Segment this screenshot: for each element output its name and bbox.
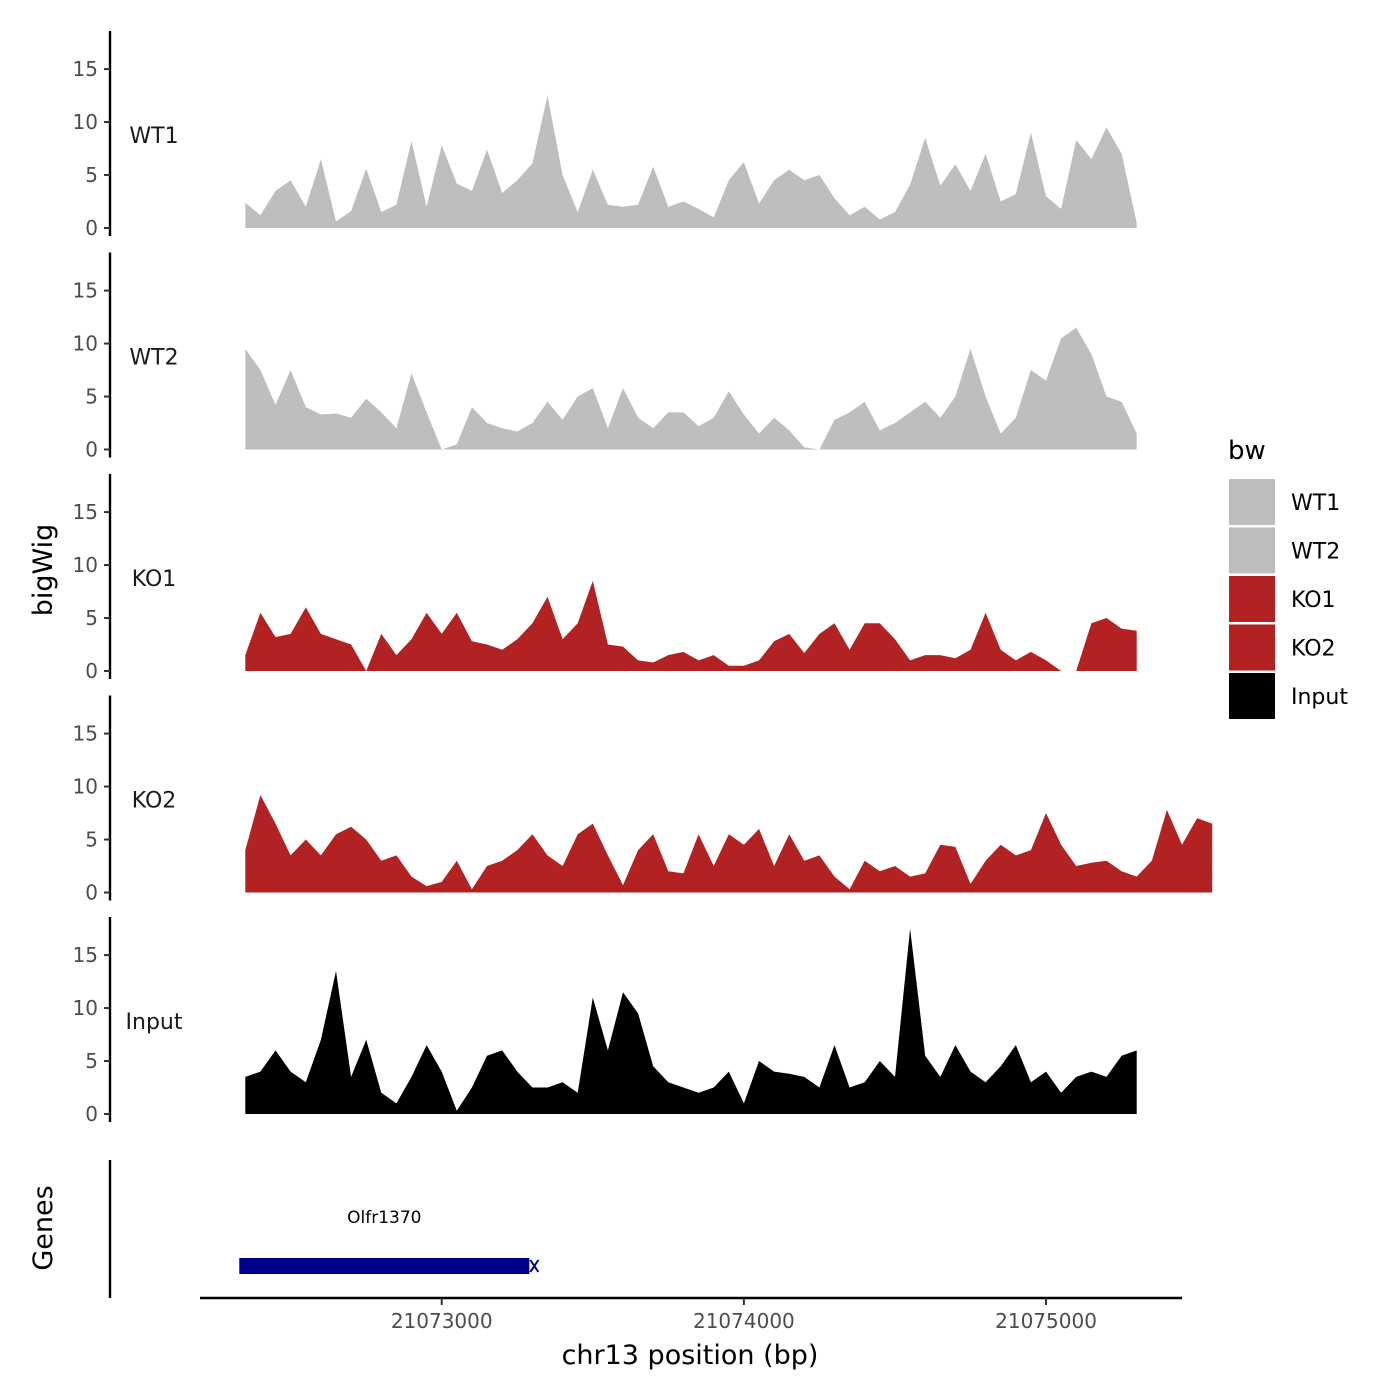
gene-body	[239, 1258, 530, 1274]
genes-axis-title: Genes	[28, 1185, 59, 1270]
track-label: KO1	[132, 567, 177, 592]
legend-swatch-wt1	[1229, 479, 1275, 525]
x-axis: 21073000 21074000 21075000	[200, 1296, 1182, 1333]
legend-title: bw	[1228, 436, 1266, 466]
y-tick-label: 10	[73, 553, 98, 577]
legend-swatch-input	[1229, 673, 1275, 719]
x-tick-label: 21075000	[995, 1309, 1097, 1333]
track-input: 0 5 10 15 Input	[73, 917, 1137, 1126]
y-tick-label: 15	[73, 943, 98, 967]
track-wt1: 0 5 10 15 WT1	[73, 31, 1137, 240]
signal-area-wt2	[245, 327, 1137, 450]
x-axis-title: chr13 position (bp)	[562, 1340, 819, 1371]
legend-label: KO2	[1291, 637, 1336, 662]
y-tick-label: 0	[85, 881, 98, 905]
signal-area-ko1	[245, 580, 1137, 671]
legend-swatch-ko1	[1229, 576, 1275, 622]
y-tick-label: 5	[85, 163, 98, 187]
legend-label: Input	[1291, 685, 1348, 710]
signal-area-ko2	[245, 795, 1213, 893]
y-tick-label: 10	[73, 332, 98, 356]
y-tick-label: 10	[73, 996, 98, 1020]
x-tick-label: 21074000	[693, 1309, 795, 1333]
x-tick-label: 21073000	[391, 1309, 493, 1333]
y-tick-label: 5	[85, 1049, 98, 1073]
legend: bw WT1 WT2 KO1 KO2 Input	[1228, 436, 1348, 719]
y-tick-label: 0	[85, 659, 98, 683]
legend-label: KO1	[1291, 588, 1336, 613]
y-tick-label: 10	[73, 775, 98, 799]
gene-strand-mark	[529, 1259, 540, 1273]
gene-label: Olfr1370	[347, 1208, 421, 1228]
y-tick-label: 0	[85, 1102, 98, 1126]
genes-track: Olfr1370	[108, 1160, 540, 1298]
y-tick-label: 15	[73, 57, 98, 81]
signal-area-input	[245, 928, 1137, 1114]
y-tick-label: 5	[85, 606, 98, 630]
y-axis-title: bigWig	[28, 524, 59, 617]
y-tick-label: 15	[73, 722, 98, 746]
y-tick-label: 0	[85, 216, 98, 240]
signal-area-wt1	[245, 95, 1137, 228]
track-wt2: 0 5 10 15 WT2	[73, 252, 1137, 462]
y-tick-label: 5	[85, 828, 98, 852]
tracks: 0 5 10 15 WT1 0 5 10 15 WT2 0 5 10 15 KO1 0 5 10 15 KO2 0 5 10…	[73, 31, 1213, 1126]
legend-label: WT1	[1291, 491, 1340, 516]
legend-swatch-ko2	[1229, 624, 1275, 671]
legend-label: WT2	[1291, 540, 1340, 565]
y-tick-label: 0	[85, 438, 98, 462]
track-ko2: 0 5 10 15 KO2	[73, 695, 1213, 905]
track-label: WT2	[129, 346, 178, 371]
y-tick-label: 10	[73, 110, 98, 134]
y-tick-label: 15	[73, 279, 98, 303]
y-tick-label: 15	[73, 500, 98, 524]
legend-swatch-wt2	[1229, 527, 1275, 574]
track-ko1: 0 5 10 15 KO1	[73, 474, 1137, 683]
y-tick-label: 5	[85, 385, 98, 409]
track-label: KO2	[132, 789, 177, 814]
track-label: Input	[126, 1010, 183, 1035]
track-label: WT1	[129, 124, 178, 149]
